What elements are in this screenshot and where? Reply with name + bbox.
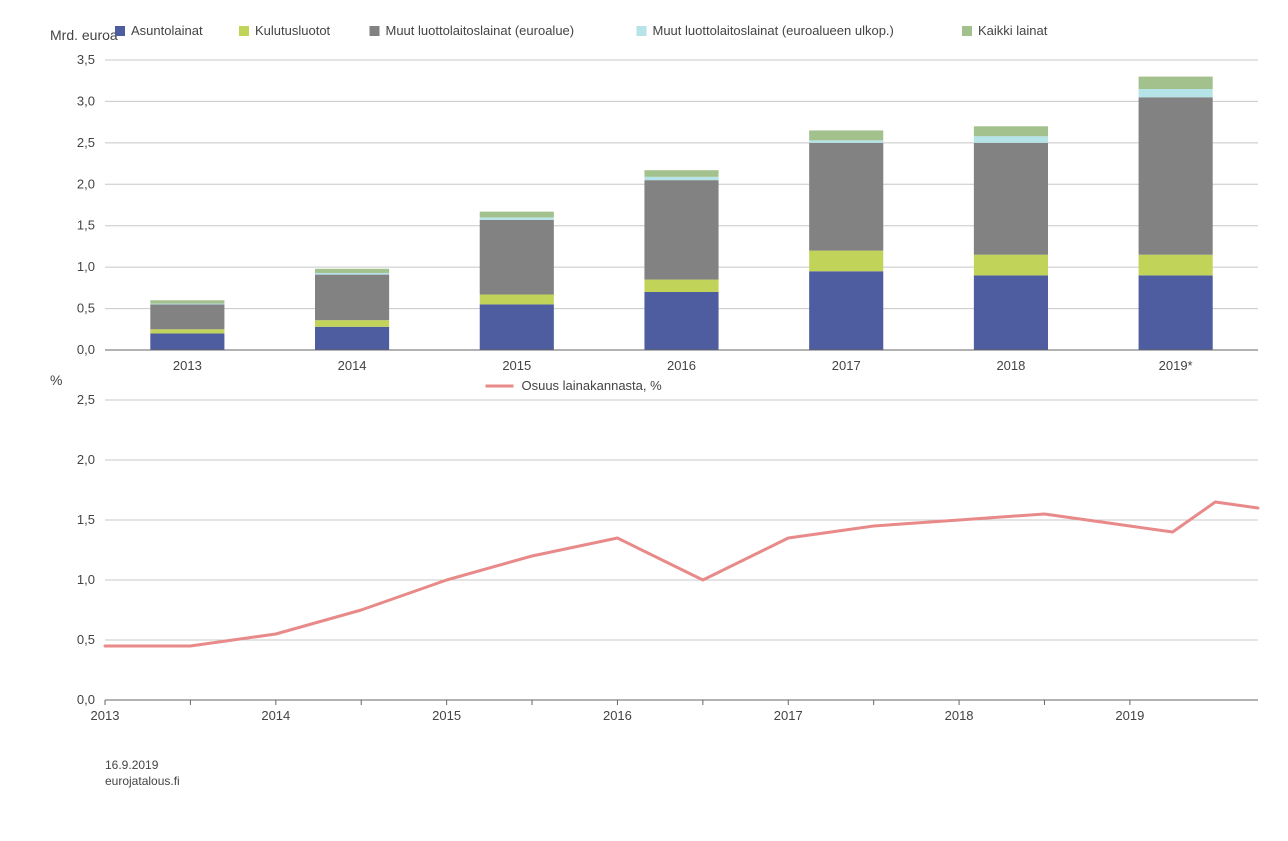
bar-seg-asunto [809,271,883,350]
legend-label: Muut luottolaitoslainat (euroalueen ulko… [653,23,894,38]
charts-canvas: Mrd. euroa 0,0 0,5 1,0 1,5 2,0 2,5 3,0 3,5 2013 20… [20,20,1268,760]
bottom-ytick: 2,0 [77,452,95,467]
bottom-y-title: % [50,372,62,388]
bottom-xtick: 2017 [774,708,803,723]
bottom-xtick: 2018 [945,708,974,723]
bar-seg-kaikki [315,269,389,273]
top-xtick: 2017 [832,358,861,373]
top-ytick: 0,5 [77,301,95,316]
bar-seg-kulutus [480,294,554,304]
bar-seg-kaikki [809,130,883,140]
bar-seg-muut_noneuro [644,177,718,180]
bar-seg-muut_euro [315,275,389,321]
bottom-ytick: 2,5 [77,392,95,407]
legend-swatch [370,26,380,36]
legend-label: Asuntolainat [131,23,203,38]
top-y-title: Mrd. euroa [50,27,118,43]
top-xtick: 2016 [667,358,696,373]
bar-seg-muut_noneuro [315,273,389,275]
bar-seg-kulutus [809,251,883,272]
legend-label: Muut luottolaitoslainat (euroalue) [386,23,575,38]
bottom-xtick: 2015 [432,708,461,723]
top-ytick: 2,0 [77,176,95,191]
top-ytick: 3,5 [77,52,95,67]
bar-seg-muut_euro [1139,97,1213,254]
top-xtick: 2014 [338,358,367,373]
bottom-ytick: 1,5 [77,512,95,527]
bottom-legend-label: Osuus lainakannasta, % [521,378,662,393]
bottom-xtick: 2013 [91,708,120,723]
bar-seg-muut_euro [974,143,1048,255]
bar-seg-asunto [1139,275,1213,350]
bottom-xtick: 2019 [1115,708,1144,723]
bar-seg-muut_noneuro [150,304,224,305]
top-xtick: 2013 [173,358,202,373]
bar-seg-muut_noneuro [1139,89,1213,97]
bar-seg-kulutus [150,329,224,333]
bar-seg-muut_euro [809,143,883,251]
bar-seg-kulutus [974,255,1048,276]
bar-seg-kulutus [644,280,718,292]
bar-seg-kulutus [315,320,389,327]
top-ytick: 0,0 [77,342,95,357]
bar-seg-kaikki [644,170,718,177]
bar-seg-kulutus [1139,255,1213,276]
legend-label: Kulutusluotot [255,23,331,38]
footer-source: eurojatalous.fi [105,774,180,790]
bar-seg-asunto [315,327,389,350]
top-ytick: 1,0 [77,259,95,274]
footer-block: 16.9.2019 eurojatalous.fi [105,758,180,789]
bar-seg-kaikki [974,126,1048,136]
bar-seg-muut_euro [644,180,718,279]
bar-seg-muut_euro [150,304,224,329]
legend-swatch [637,26,647,36]
bottom-ytick: 0,5 [77,632,95,647]
footer-date: 16.9.2019 [105,758,180,774]
bar-seg-muut_noneuro [480,217,554,219]
bar-seg-muut_noneuro [809,140,883,142]
legend-swatch [115,26,125,36]
legend-swatch [962,26,972,36]
top-ytick: 3,0 [77,93,95,108]
bar-seg-kaikki [480,212,554,218]
bar-seg-kaikki [1139,77,1213,89]
top-ytick: 1,5 [77,218,95,233]
bar-seg-asunto [644,292,718,350]
bar-seg-kaikki [150,300,224,303]
legend-swatch [239,26,249,36]
top-ytick: 2,5 [77,135,95,150]
bottom-xtick: 2014 [261,708,290,723]
bottom-ytick: 0,0 [77,692,95,707]
bottom-ytick: 1,0 [77,572,95,587]
bar-seg-muut_noneuro [974,136,1048,143]
top-xtick: 2018 [996,358,1025,373]
bar-seg-asunto [150,333,224,350]
top-xtick: 2015 [502,358,531,373]
bar-seg-muut_euro [480,220,554,295]
legend-label: Kaikki lainat [978,23,1048,38]
bar-seg-asunto [480,304,554,350]
bar-seg-asunto [974,275,1048,350]
bottom-xtick: 2016 [603,708,632,723]
share-line [105,502,1258,646]
top-xtick: 2019* [1159,358,1193,373]
